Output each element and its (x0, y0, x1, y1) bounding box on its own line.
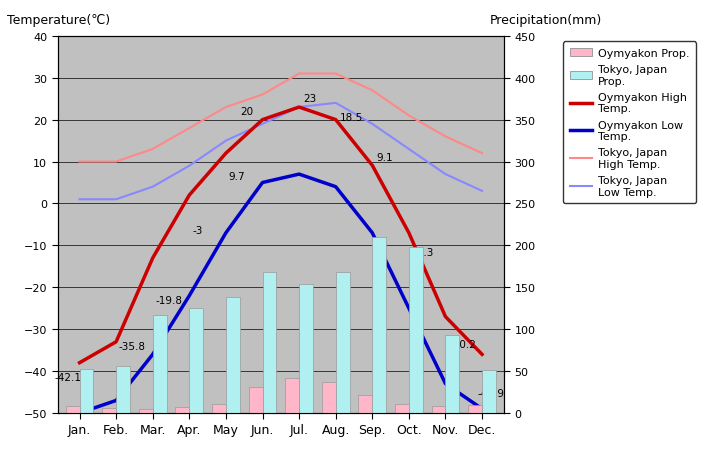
Bar (468, 406, 482, 413)
Text: -30.2: -30.2 (449, 339, 477, 349)
Bar (79, 369, 94, 413)
Bar (446, 336, 459, 413)
Bar (139, 409, 153, 413)
Text: -42.1: -42.1 (55, 372, 81, 382)
Bar (116, 366, 130, 413)
Bar (285, 378, 299, 413)
Legend: Oymyakon Prop., Tokyo, Japan
Prop., Oymyakon High
Temp., Oymyakon Low
Temp., Tok: Oymyakon Prop., Tokyo, Japan Prop., Oymy… (563, 42, 696, 204)
Bar (431, 406, 446, 413)
Bar (248, 387, 263, 413)
Bar (372, 237, 386, 413)
Bar (189, 308, 203, 413)
Bar (153, 315, 166, 413)
Bar (226, 298, 240, 413)
Bar (66, 406, 79, 413)
Text: -35.8: -35.8 (119, 341, 146, 352)
Bar (212, 404, 226, 413)
Bar (482, 370, 496, 413)
Bar (322, 382, 336, 413)
Text: -41.9: -41.9 (478, 388, 505, 398)
Bar (102, 408, 116, 413)
Bar (176, 407, 189, 413)
Bar (336, 273, 350, 413)
Bar (299, 284, 313, 413)
Text: -8.3: -8.3 (413, 247, 433, 257)
Text: 9.7: 9.7 (229, 172, 246, 182)
Bar (359, 396, 372, 413)
Text: -19.8: -19.8 (156, 296, 182, 305)
Text: -3: -3 (192, 225, 202, 235)
Text: 20: 20 (240, 107, 253, 117)
Text: 18.5: 18.5 (340, 113, 363, 123)
Bar (263, 273, 276, 413)
Text: 9.1: 9.1 (377, 152, 393, 162)
Text: Temperature(℃): Temperature(℃) (7, 14, 110, 27)
Text: Precipitation(mm): Precipitation(mm) (490, 14, 602, 27)
Bar (395, 404, 409, 413)
Text: 23: 23 (303, 94, 317, 104)
Bar (409, 247, 423, 413)
